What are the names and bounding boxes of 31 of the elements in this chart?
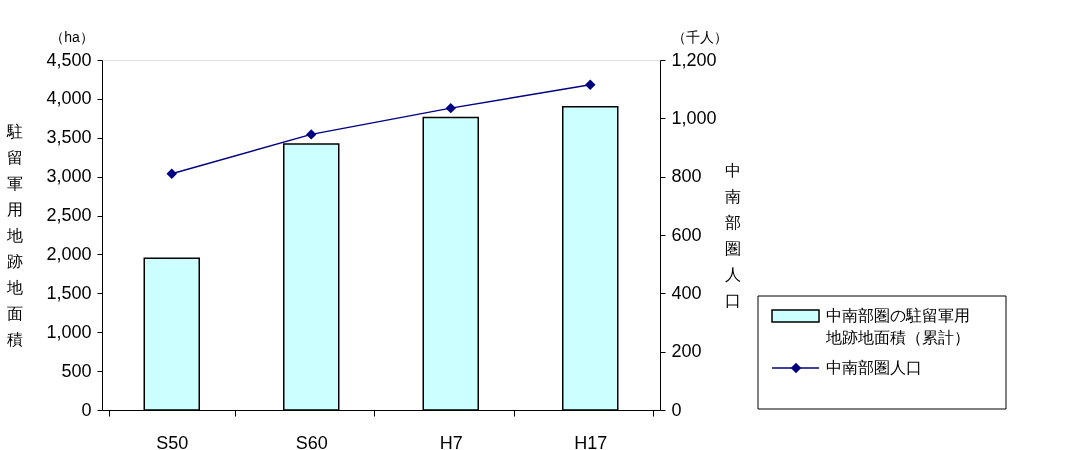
point bbox=[445, 102, 456, 114]
y-tick-label: 1,000 bbox=[46, 321, 92, 342]
y2-tick-label: 200 bbox=[671, 341, 702, 362]
x-tick-label: S60 bbox=[295, 432, 328, 450]
y2-axis-title: 中南部圏人口 bbox=[724, 161, 741, 309]
x-tick-label: S50 bbox=[156, 432, 189, 450]
y2-tick-label: 800 bbox=[671, 166, 702, 187]
y2-tick-label: 0 bbox=[671, 399, 682, 420]
y2-tick-label: 1,200 bbox=[671, 49, 717, 70]
y2-tick-label: 400 bbox=[671, 282, 702, 303]
y-tick-label: 3,500 bbox=[46, 127, 92, 148]
y-tick-label: 0 bbox=[81, 399, 92, 420]
y-tick-label: 3,000 bbox=[46, 166, 92, 187]
y-tick-label: 4,500 bbox=[46, 49, 92, 70]
text: 駐留軍用地跡地面積 bbox=[6, 122, 23, 348]
point bbox=[166, 168, 177, 179]
text: （千人） bbox=[672, 29, 728, 45]
y-tick-label: 2,500 bbox=[46, 205, 92, 226]
point bbox=[585, 79, 596, 91]
y-tick-label: 500 bbox=[61, 360, 92, 381]
y-tick-label: 2,000 bbox=[46, 243, 92, 264]
y2-tick-label: 600 bbox=[671, 224, 702, 245]
y2-tick-label: 1,000 bbox=[671, 107, 717, 128]
point bbox=[306, 129, 317, 140]
y-tick-label: 4,000 bbox=[46, 88, 92, 109]
legend-label: 中南部圏の駐留軍用地跡地面積（累計） bbox=[825, 307, 970, 346]
text: （ha） bbox=[50, 29, 94, 45]
x-tick-label: H7 bbox=[439, 432, 463, 450]
y-tick-label: 1,500 bbox=[46, 282, 92, 303]
legend-label: 中南部圏人口 bbox=[826, 359, 922, 376]
x-tick-label: H17 bbox=[574, 432, 608, 450]
